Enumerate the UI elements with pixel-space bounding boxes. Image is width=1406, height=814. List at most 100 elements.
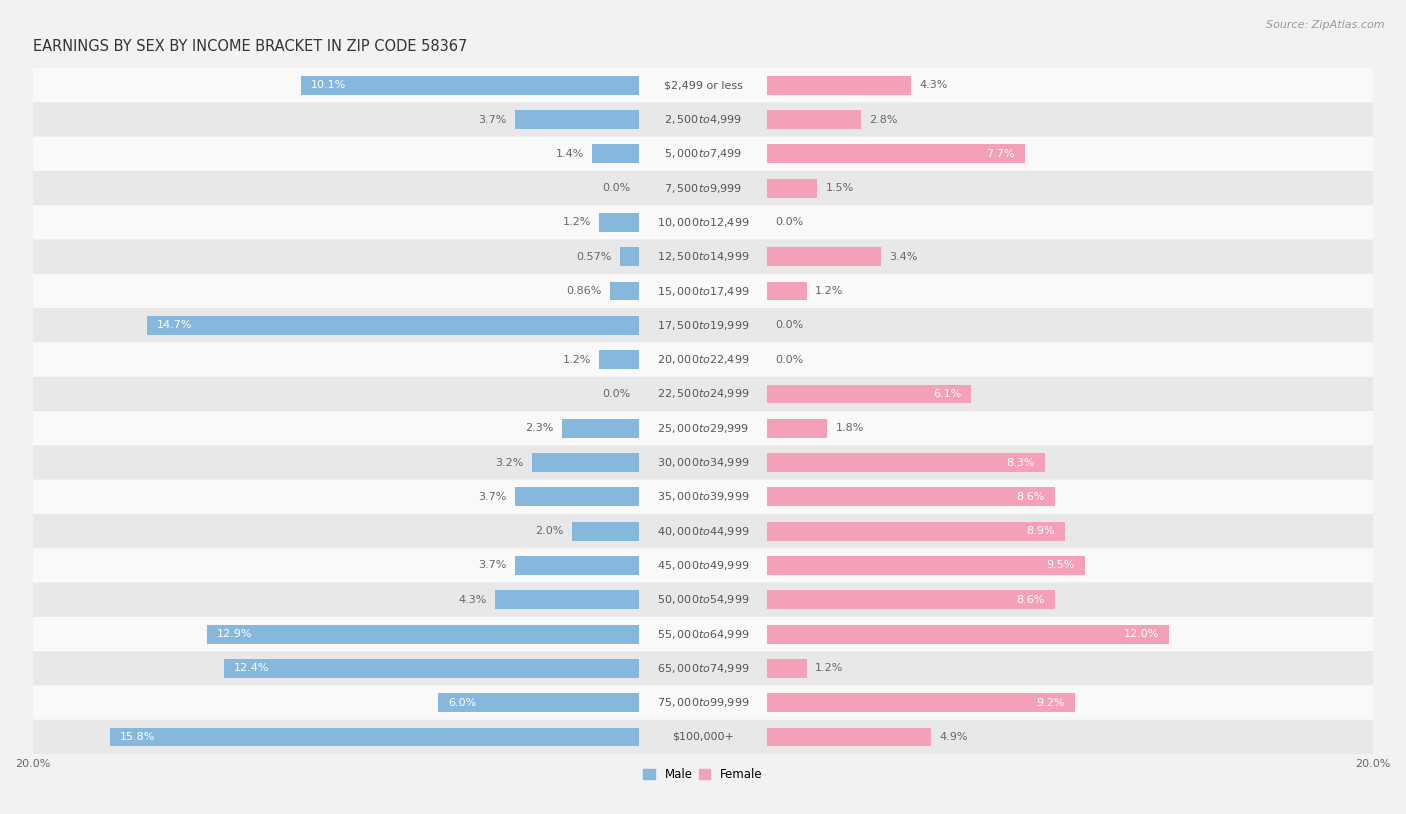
FancyBboxPatch shape: [32, 720, 1374, 754]
FancyBboxPatch shape: [32, 239, 1374, 274]
Text: $2,499 or less: $2,499 or less: [664, 81, 742, 90]
Text: 8.9%: 8.9%: [1026, 526, 1054, 536]
Bar: [766, 179, 817, 198]
Bar: [207, 624, 640, 644]
Text: 3.7%: 3.7%: [478, 492, 508, 502]
Text: $100,000+: $100,000+: [672, 732, 734, 742]
Text: 0.0%: 0.0%: [603, 183, 631, 193]
Text: $20,000 to $22,499: $20,000 to $22,499: [657, 353, 749, 366]
Text: 8.3%: 8.3%: [1007, 457, 1035, 467]
Text: $5,000 to $7,499: $5,000 to $7,499: [664, 147, 742, 160]
Text: Source: ZipAtlas.com: Source: ZipAtlas.com: [1267, 20, 1385, 30]
FancyBboxPatch shape: [32, 103, 1374, 137]
Bar: [766, 590, 1054, 609]
Bar: [224, 659, 640, 678]
Bar: [592, 144, 640, 164]
FancyBboxPatch shape: [32, 651, 1374, 685]
FancyBboxPatch shape: [32, 479, 1374, 514]
Bar: [766, 110, 860, 129]
Bar: [110, 728, 640, 746]
Text: 8.6%: 8.6%: [1017, 595, 1045, 605]
Text: $75,000 to $99,999: $75,000 to $99,999: [657, 696, 749, 709]
Bar: [531, 453, 640, 472]
Bar: [610, 282, 640, 300]
FancyBboxPatch shape: [32, 309, 1374, 343]
Text: 2.0%: 2.0%: [536, 526, 564, 536]
Text: 4.3%: 4.3%: [920, 81, 948, 90]
Text: 1.2%: 1.2%: [815, 663, 844, 673]
Bar: [599, 350, 640, 369]
Bar: [766, 144, 1025, 164]
FancyBboxPatch shape: [32, 377, 1374, 411]
Text: 6.1%: 6.1%: [932, 389, 962, 399]
Text: 8.6%: 8.6%: [1017, 492, 1045, 502]
Text: 10.1%: 10.1%: [311, 81, 346, 90]
Text: $55,000 to $64,999: $55,000 to $64,999: [657, 628, 749, 641]
FancyBboxPatch shape: [32, 549, 1374, 583]
Text: 14.7%: 14.7%: [156, 321, 193, 330]
Bar: [766, 76, 911, 94]
Bar: [766, 624, 1168, 644]
FancyBboxPatch shape: [32, 411, 1374, 445]
Text: 1.2%: 1.2%: [562, 217, 591, 227]
Text: $10,000 to $12,499: $10,000 to $12,499: [657, 216, 749, 229]
Bar: [620, 247, 640, 266]
Bar: [766, 694, 1076, 712]
Bar: [562, 419, 640, 438]
Text: 12.0%: 12.0%: [1123, 629, 1159, 639]
Text: 1.8%: 1.8%: [835, 423, 863, 433]
Text: 3.7%: 3.7%: [478, 115, 508, 125]
FancyBboxPatch shape: [32, 171, 1374, 205]
Text: 12.9%: 12.9%: [217, 629, 253, 639]
Bar: [301, 76, 640, 94]
Text: $45,000 to $49,999: $45,000 to $49,999: [657, 559, 749, 572]
Text: 0.57%: 0.57%: [576, 252, 612, 262]
Text: 1.2%: 1.2%: [815, 286, 844, 296]
Text: 0.0%: 0.0%: [775, 217, 803, 227]
Text: $30,000 to $34,999: $30,000 to $34,999: [657, 456, 749, 469]
Text: 9.2%: 9.2%: [1036, 698, 1064, 707]
Text: 7.7%: 7.7%: [986, 149, 1015, 159]
Bar: [766, 247, 880, 266]
Bar: [766, 384, 972, 404]
Text: 3.4%: 3.4%: [889, 252, 917, 262]
Text: $40,000 to $44,999: $40,000 to $44,999: [657, 525, 749, 538]
Text: 0.0%: 0.0%: [775, 321, 803, 330]
FancyBboxPatch shape: [32, 205, 1374, 239]
Text: 0.86%: 0.86%: [567, 286, 602, 296]
Bar: [572, 522, 640, 540]
Bar: [766, 282, 807, 300]
Bar: [766, 522, 1064, 540]
Text: 2.8%: 2.8%: [869, 115, 897, 125]
Legend: Male, Female: Male, Female: [638, 764, 768, 786]
Text: $17,500 to $19,999: $17,500 to $19,999: [657, 319, 749, 332]
Text: 12.4%: 12.4%: [233, 663, 270, 673]
Text: $12,500 to $14,999: $12,500 to $14,999: [657, 250, 749, 263]
FancyBboxPatch shape: [32, 583, 1374, 617]
Bar: [146, 316, 640, 335]
Text: 1.4%: 1.4%: [555, 149, 583, 159]
FancyBboxPatch shape: [32, 137, 1374, 171]
Text: 0.0%: 0.0%: [603, 389, 631, 399]
Text: 0.0%: 0.0%: [775, 355, 803, 365]
FancyBboxPatch shape: [32, 685, 1374, 720]
Bar: [766, 488, 1054, 506]
Text: $35,000 to $39,999: $35,000 to $39,999: [657, 490, 749, 503]
Text: 6.0%: 6.0%: [449, 698, 477, 707]
Text: 9.5%: 9.5%: [1046, 561, 1076, 571]
FancyBboxPatch shape: [32, 68, 1374, 103]
Bar: [766, 419, 827, 438]
Text: $22,500 to $24,999: $22,500 to $24,999: [657, 387, 749, 400]
Text: 3.2%: 3.2%: [495, 457, 523, 467]
FancyBboxPatch shape: [32, 445, 1374, 479]
FancyBboxPatch shape: [32, 274, 1374, 309]
Text: 4.3%: 4.3%: [458, 595, 486, 605]
FancyBboxPatch shape: [32, 514, 1374, 549]
Bar: [766, 659, 807, 678]
Bar: [766, 453, 1045, 472]
Text: 3.7%: 3.7%: [478, 561, 508, 571]
Text: 15.8%: 15.8%: [120, 732, 155, 742]
Bar: [439, 694, 640, 712]
FancyBboxPatch shape: [32, 617, 1374, 651]
Text: 1.5%: 1.5%: [825, 183, 853, 193]
